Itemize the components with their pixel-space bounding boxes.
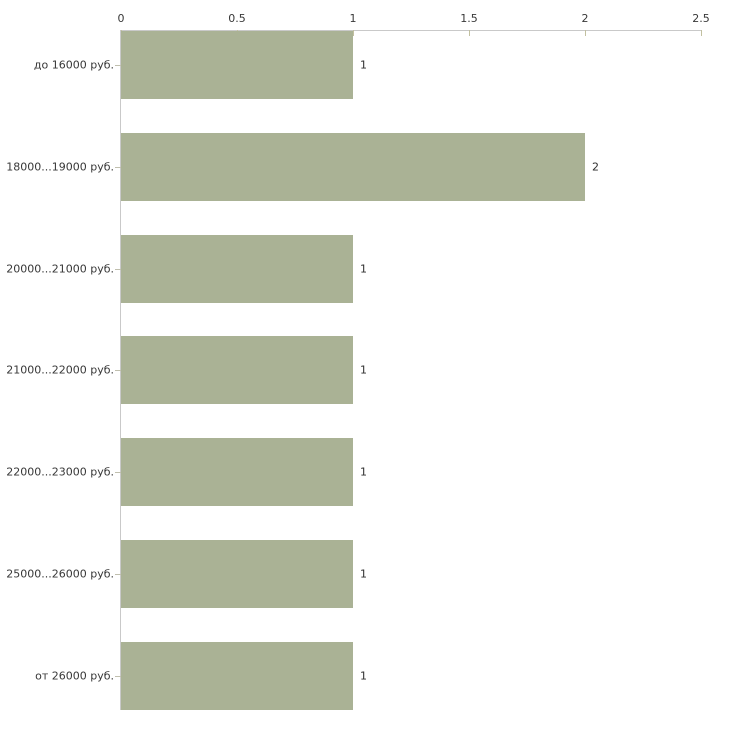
x-tick-label: 2.5 xyxy=(692,12,710,25)
bar-value-label: 1 xyxy=(360,669,367,683)
category-tick-mark xyxy=(115,269,121,270)
category-label: 22000...23000 руб. xyxy=(6,465,114,479)
category-label: до 16000 руб. xyxy=(33,58,114,72)
category-label: 20000...21000 руб. xyxy=(6,262,114,276)
category-tick-mark xyxy=(115,574,121,575)
bar xyxy=(121,642,353,710)
bar-value-label: 1 xyxy=(360,465,367,479)
category-tick-mark xyxy=(115,167,121,168)
bar-value-label: 1 xyxy=(360,58,367,72)
category-tick-mark xyxy=(115,676,121,677)
x-tick-mark xyxy=(585,30,586,36)
category-tick-mark xyxy=(115,65,121,66)
bar xyxy=(121,336,353,404)
category-tick-mark xyxy=(115,472,121,473)
x-tick-mark xyxy=(469,30,470,36)
x-axis-line xyxy=(120,30,702,31)
x-tick-label: 1.5 xyxy=(460,12,478,25)
bar xyxy=(121,540,353,608)
bar-value-label: 1 xyxy=(360,567,367,581)
category-label: 18000...19000 руб. xyxy=(6,160,114,174)
x-tick-label: 2 xyxy=(581,12,589,25)
bar xyxy=(121,235,353,303)
x-tick-mark xyxy=(353,30,354,36)
bar-value-label: 1 xyxy=(360,363,367,377)
x-tick-label: 1 xyxy=(349,12,357,25)
bar xyxy=(121,133,585,201)
bar xyxy=(121,31,353,99)
bar xyxy=(121,438,353,506)
category-tick-mark xyxy=(115,370,121,371)
category-label: 25000...26000 руб. xyxy=(6,567,114,581)
category-label: от 26000 руб. xyxy=(35,669,114,683)
bar-value-label: 2 xyxy=(592,160,599,174)
x-tick-mark xyxy=(701,30,702,36)
x-tick-label: 0.5 xyxy=(228,12,246,25)
bar-value-label: 1 xyxy=(360,262,367,276)
category-label: 21000...22000 руб. xyxy=(6,363,114,377)
x-tick-label: 0 xyxy=(117,12,125,25)
